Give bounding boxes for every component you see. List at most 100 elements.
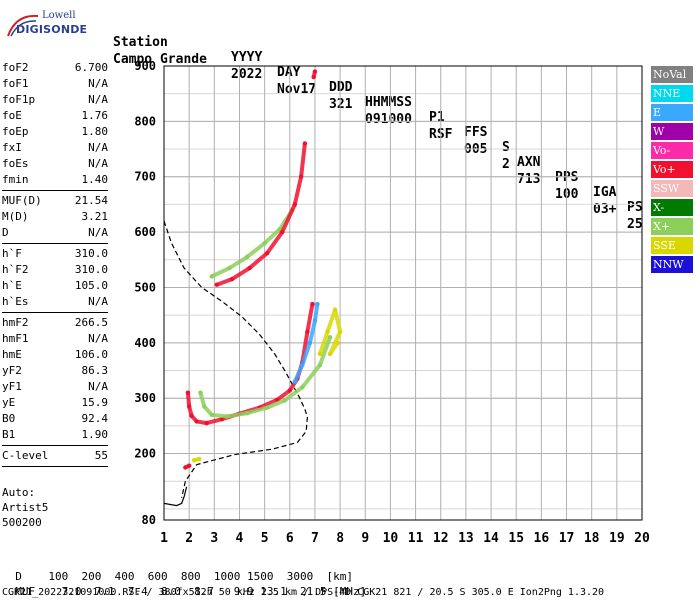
param-row: foF1p N/A xyxy=(2,92,108,108)
param-name: foF2 xyxy=(2,61,29,74)
echo-point xyxy=(186,463,192,468)
param-row: C-level 55 xyxy=(2,448,108,464)
echo-point xyxy=(327,351,333,357)
param-value: N/A xyxy=(88,93,108,106)
footer-d-values: 100 200 400 600 800 1000 1500 3000 [km] xyxy=(21,570,354,583)
header-label: AXN xyxy=(517,155,541,170)
echo-point xyxy=(224,414,230,419)
echo-point xyxy=(332,307,338,312)
logo-top-text: Lowell xyxy=(42,10,76,21)
param-name: MUF(D) xyxy=(2,194,42,207)
legend-item: X- xyxy=(651,199,693,216)
echo-point xyxy=(300,362,305,368)
param-divider xyxy=(2,445,108,446)
footer-muf-label: MUF xyxy=(15,585,36,598)
param-divider xyxy=(2,312,108,313)
param-row: hmE 106.0 xyxy=(2,347,108,363)
echo-point xyxy=(264,405,270,410)
x-tick-label: 10 xyxy=(383,531,399,546)
echo-point xyxy=(312,318,318,323)
echo-point xyxy=(292,202,298,207)
header-label: FFS xyxy=(464,125,488,140)
param-value: 1.76 xyxy=(81,109,109,122)
param-divider xyxy=(2,466,108,467)
param-value: 3.21 xyxy=(81,210,109,223)
header-label: PS xyxy=(627,200,643,215)
param-value: 92.4 xyxy=(81,412,109,425)
echo-point xyxy=(185,390,191,395)
footer-muf-row: MUF 7.0 7.1 7.4 8.0 8.7 9.9 13.1 21.5 [M… xyxy=(2,572,366,598)
param-name: h`E xyxy=(2,279,22,292)
param-row: M(D) 3.21 xyxy=(2,209,108,225)
echo-point xyxy=(262,240,267,246)
x-tick-label: 20 xyxy=(634,531,650,546)
param-name: yF2 xyxy=(2,364,22,377)
echo-point xyxy=(264,250,270,256)
echo-point xyxy=(202,404,207,409)
echo-point xyxy=(229,276,235,282)
header-value: 2022 xyxy=(231,67,263,82)
echo-point xyxy=(209,274,214,279)
param-name: h`F2 xyxy=(2,263,29,276)
echo-point xyxy=(197,456,202,462)
echo-point xyxy=(214,282,220,287)
y-tick-label: 80 xyxy=(142,513,156,527)
param-name: B0 xyxy=(2,412,16,425)
electron-density-profile-solid xyxy=(163,486,188,507)
parameter-panel: foF2 6.700 foF1 N/A foF1p N/A foE 1.76 foEp 1… xyxy=(2,60,108,469)
param-name: hmF1 xyxy=(2,332,29,345)
legend-item: Vo- xyxy=(651,142,693,159)
echo-point xyxy=(335,340,340,346)
echo-point xyxy=(282,398,287,403)
echo-point xyxy=(310,301,315,307)
param-value: 21.54 xyxy=(74,194,108,207)
footer-distance-row: D 100 200 400 600 800 1000 1500 3000 [km… xyxy=(2,557,353,583)
legend-item: NNE xyxy=(651,85,693,102)
echo-point xyxy=(317,362,323,368)
x-tick-label: 5 xyxy=(261,531,269,546)
header-label: YYYY xyxy=(231,50,263,65)
y-tick-label: 900 xyxy=(134,59,156,73)
param-value: N/A xyxy=(88,157,108,170)
legend-item: SSW xyxy=(651,180,693,197)
x-tick-label: 18 xyxy=(584,531,600,546)
param-name: foF1 xyxy=(2,77,29,90)
y-tick-label: 800 xyxy=(134,114,156,128)
param-row: foEp 1.80 xyxy=(2,124,108,140)
echo-point xyxy=(186,404,192,409)
echo-point xyxy=(302,141,308,146)
param-value: 1.90 xyxy=(81,428,109,441)
param-value: N/A xyxy=(88,332,108,345)
echo-point xyxy=(312,69,318,74)
y-tick-label: 200 xyxy=(134,447,156,461)
param-name: h`F xyxy=(2,247,22,260)
echo-point xyxy=(244,254,250,260)
param-name: foF1p xyxy=(2,93,36,106)
param-name: yE xyxy=(2,396,16,409)
echo-trace xyxy=(214,141,307,287)
param-row: B1 1.90 xyxy=(2,427,108,443)
echo-point xyxy=(292,379,298,384)
legend-item: W xyxy=(651,123,693,140)
param-name: h`Es xyxy=(2,295,29,308)
echo-point xyxy=(337,329,343,334)
legend-item: NoVal xyxy=(651,66,693,83)
legend-item: Vo+ xyxy=(651,161,693,178)
footer-muf-values: 7.0 7.1 7.4 8.0 8.7 9.9 13.1 21.5 [MHz] xyxy=(35,585,367,598)
echo-point xyxy=(300,384,305,390)
param-divider xyxy=(2,190,108,191)
param-value: N/A xyxy=(88,141,108,154)
header-value: 713 xyxy=(517,172,541,187)
header-value: 2 xyxy=(502,157,510,172)
param-row: MUF(D) 21.54 xyxy=(2,193,108,209)
x-tick-label: 11 xyxy=(408,531,424,546)
param-row: yE 15.9 xyxy=(2,395,108,411)
echo-point xyxy=(307,340,313,346)
x-tick-label: 9 xyxy=(361,531,369,546)
echo-trace xyxy=(185,302,315,426)
header-label: DAY xyxy=(277,65,301,80)
header-value: 321 xyxy=(329,97,353,112)
param-value: N/A xyxy=(88,77,108,90)
x-tick-label: 14 xyxy=(483,531,499,546)
param-name: M(D) xyxy=(2,210,29,223)
